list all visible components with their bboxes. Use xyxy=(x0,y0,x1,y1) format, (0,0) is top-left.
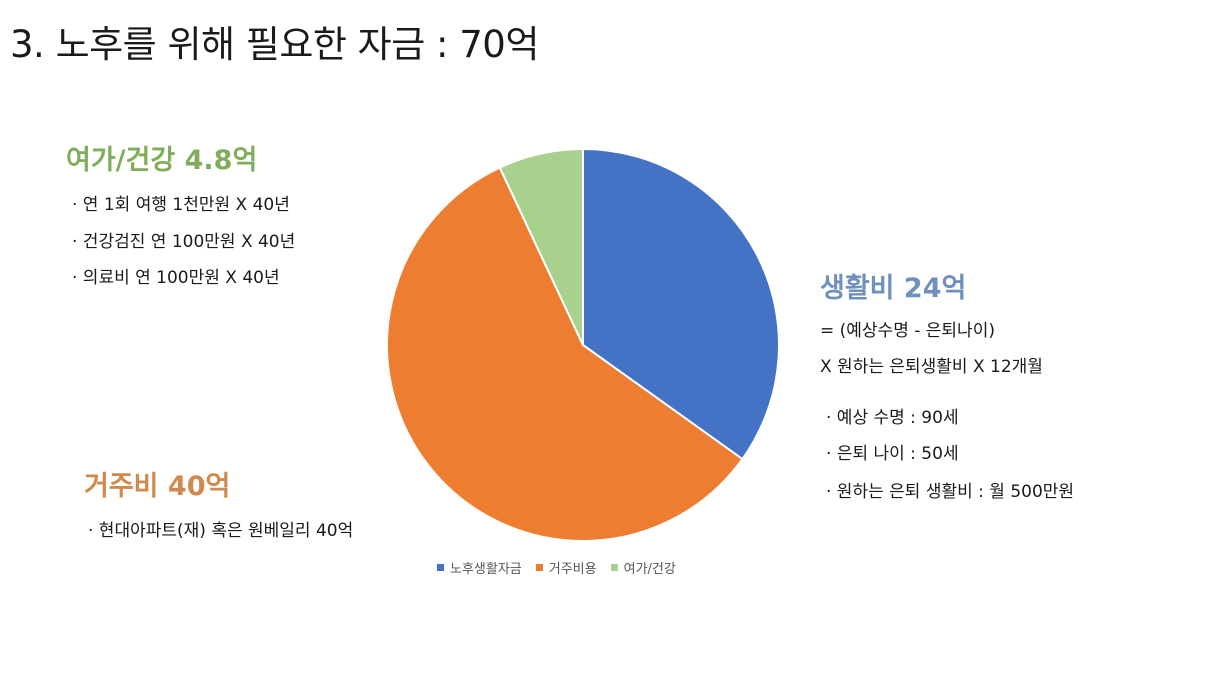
leisure-health-heading: 여가/건강 4.8억 xyxy=(66,145,258,176)
leisure-line-travel: · 연 1회 여행 1천만원 X 40년 xyxy=(72,195,290,215)
legend-label-leisure: 여가/건강 xyxy=(623,562,676,577)
legend-swatch-housing xyxy=(535,564,543,571)
legend-item-retirement: 노후생활자금 xyxy=(437,558,522,577)
leisure-line-medical: · 의료비 연 100만원 X 40년 xyxy=(72,268,280,288)
leisure-line-checkup: · 건강검진 연 100만원 X 40년 xyxy=(72,232,296,252)
legend-label-housing: 거주비용 xyxy=(548,562,597,577)
pie-slice-housing xyxy=(386,166,744,542)
living-bullet-retire-age: · 은퇴 나이 : 50세 xyxy=(826,444,959,464)
chart-legend: 노후생활자금 거주비용 여가/건강 xyxy=(437,558,676,577)
legend-swatch-retirement xyxy=(437,564,444,571)
pie-chart xyxy=(386,147,780,542)
housing-cost-heading: 거주비 40억 xyxy=(84,471,231,502)
living-cost-heading: 생활비 24억 xyxy=(820,273,967,304)
page-title: 3. 노후를 위해 필요한 자금 : 70억 xyxy=(10,23,539,66)
living-formula-line-2: X 원하는 은퇴생활비 X 12개월 xyxy=(820,357,1043,377)
legend-item-housing: 거주비용 xyxy=(535,558,597,577)
living-formula-line-1: = (예상수명 - 은퇴나이) xyxy=(820,321,995,341)
living-bullet-lifespan: · 예상 수명 : 90세 xyxy=(826,408,959,428)
pie-slice-retirement xyxy=(582,147,780,461)
living-bullet-monthly-cost: · 원하는 은퇴 생활비 : 월 500만원 xyxy=(826,482,1075,502)
legend-swatch-leisure xyxy=(610,564,618,571)
housing-line-apartment: · 현대아파트(재) 혹은 원베일리 40억 xyxy=(88,521,354,541)
pie-slice-leisure xyxy=(498,147,584,346)
legend-item-leisure: 여가/건강 xyxy=(610,558,676,577)
legend-label-retirement: 노후생활자금 xyxy=(450,562,522,577)
